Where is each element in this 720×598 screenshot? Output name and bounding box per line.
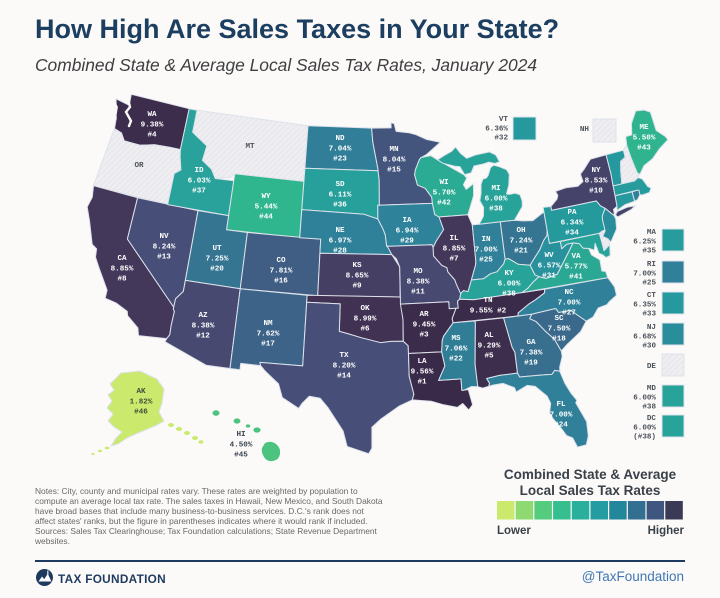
svg-text:AR9.45%#3: AR 9.45% #3 [413, 311, 436, 340]
svg-text:PA6.34%#34: PA 6.34% #34 [561, 209, 584, 238]
svg-text:IA6.94%#29: IA 6.94% #29 [396, 217, 419, 246]
svg-text:MT: MT [245, 143, 255, 151]
svg-text:ID6.03%#37: ID 6.03% #37 [188, 167, 211, 196]
svg-text:NH: NH [580, 126, 590, 134]
svg-text:AK1.82%#46: AK 1.82% #46 [130, 388, 153, 417]
svg-text:KS8.65%#9: KS 8.65% #9 [346, 262, 369, 291]
svg-text:MA6.25%#35: MA 6.25% #35 [633, 229, 656, 256]
svg-text:CT6.35%#33: CT 6.35% #33 [633, 292, 656, 319]
svg-text:NY8.53%#10: NY 8.53% #10 [585, 167, 608, 196]
svg-text:ME5.50%#43: ME 5.50% #43 [633, 124, 656, 153]
svg-text:MI6.00%#38: MI 6.00% #38 [485, 185, 508, 214]
svg-text:SD6.11%#36: SD 6.11% #36 [329, 181, 352, 210]
svg-text:MN8.04%#15: MN 8.04% #15 [383, 146, 406, 175]
svg-text:Higher: Higher [648, 525, 685, 537]
svg-text:NC7.00%#27: NC 7.00% #27 [558, 289, 581, 318]
svg-text:WV6.57%#31: WV 6.57% #31 [538, 252, 561, 281]
svg-text:MD6.00%#38: MD 6.00% #38 [633, 385, 656, 412]
svg-text:OH7.24%#21: OH 7.24% #21 [510, 227, 533, 256]
svg-text:VA5.77%#41: VA 5.77% #41 [565, 253, 588, 282]
svg-text:WY5.44%#44: WY 5.44% #44 [255, 193, 278, 222]
svg-text:GA7.38%#19: GA 7.38% #19 [520, 339, 543, 368]
svg-text:KY6.00%#38: KY 6.00% #38 [498, 270, 521, 299]
svg-text:FL7.00%#24: FL 7.00% #24 [550, 401, 573, 430]
svg-text:TN9.55% #2: TN 9.55% #2 [470, 297, 507, 315]
svg-text:IL8.85%#7: IL 8.85% #7 [443, 235, 466, 264]
svg-text:OR: OR [134, 162, 144, 170]
svg-text:AZ8.38%#12: AZ 8.38% #12 [192, 312, 215, 341]
svg-text:UT7.25%#20: UT 7.25% #20 [206, 245, 229, 274]
svg-text:Combined State & Average: Combined State & Average [504, 467, 677, 482]
svg-text:WI5.70%#42: WI 5.70% #42 [433, 179, 456, 208]
svg-text:NJ6.68%#30: NJ 6.68% #30 [633, 324, 656, 351]
svg-text:NE6.97%#28: NE 6.97% #28 [329, 227, 352, 256]
svg-text:RI7.00%#25: RI 7.00% #25 [633, 261, 656, 288]
svg-text:WA9.38%#4: WA 9.38% #4 [141, 111, 164, 140]
svg-text:IN7.00%#25: IN 7.00% #25 [475, 236, 498, 265]
svg-text:OK8.99%#6: OK 8.99% #6 [354, 305, 377, 334]
svg-text:CA8.85%#8: CA 8.85% #8 [111, 255, 134, 284]
svg-text:TX8.20%#14: TX 8.20% #14 [333, 352, 356, 381]
svg-text:DE: DE [647, 363, 657, 371]
svg-text:LA9.56%#1: LA 9.56% #1 [411, 358, 434, 387]
svg-text:SC7.50%#18: SC 7.50% #18 [548, 315, 571, 344]
svg-text:VT6.36%#32: VT 6.36% #32 [485, 116, 508, 143]
svg-text:AL9.29%#5: AL 9.29% #5 [478, 332, 501, 361]
svg-text:MS7.06%#22: MS 7.06% #22 [445, 335, 468, 364]
svg-text:MO8.38%#11: MO 8.38% #11 [407, 268, 430, 297]
svg-text:Local Sales Tax Rates: Local Sales Tax Rates [520, 483, 661, 498]
svg-text:NM7.62%#17: NM 7.62% #17 [257, 320, 280, 349]
svg-text:NV8.24%#13: NV 8.24% #13 [153, 233, 176, 262]
svg-text:DC6.00%(#38): DC 6.00% (#38) [633, 415, 656, 442]
svg-text:ND7.04%#23: ND 7.04% #23 [329, 135, 352, 164]
svg-text:HI4.50%#45: HI 4.50% #45 [230, 431, 253, 460]
svg-text:CO7.81%#16: CO 7.81% #16 [270, 257, 293, 286]
svg-text:Lower: Lower [497, 525, 531, 537]
